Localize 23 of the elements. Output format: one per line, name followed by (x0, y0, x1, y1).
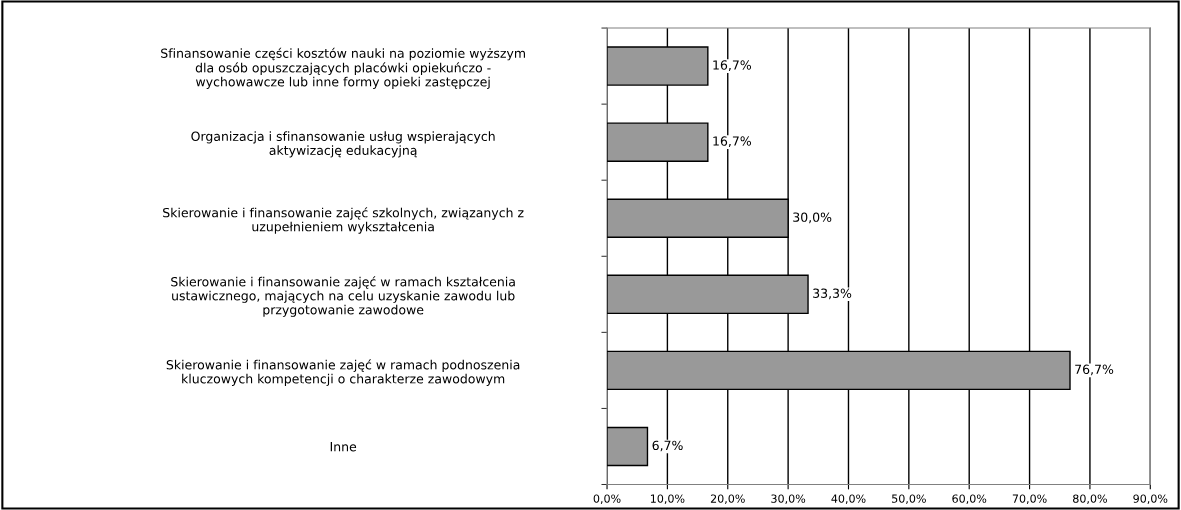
x-tick-label: 30,0% (771, 494, 806, 504)
y-tick-label: Skierowanie i finansowanie zajęć w ramach kształcenia ustawicznego, mających na celu uzyskanie zawodu lub przygotowanie zawodowe (171, 276, 515, 317)
x-tick-label: 70,0% (1012, 494, 1047, 504)
y-tick-label: Inne (330, 442, 357, 452)
x-tick-label: 50,0% (892, 494, 926, 504)
x-tick-label: 40,0% (831, 494, 866, 504)
y-tick-label: Skierowanie i finansowanie zajęć szkolnych, związanych z uzupełnieniem wykształcenia (163, 207, 524, 234)
data-label: 6,7% (652, 440, 683, 452)
y-tick-label: Sfinansowanie części kosztów nauki na poziomie wyższym dla osób opuszczających placówki opiekuńczo - wychowawcze lub inne formy opieki zastępczej (161, 47, 525, 89)
x-tick-label: 20,0% (710, 494, 745, 504)
y-tick-label: Organizacja i sfinansowanie usług wspierających aktywizację edukacyjną (191, 131, 495, 158)
x-tick-label: 60,0% (952, 494, 987, 504)
bar (607, 426, 649, 467)
x-tick-label: 90,0% (1133, 494, 1168, 504)
data-label: 33,3% (813, 288, 852, 300)
x-tick-label: 10,0% (650, 494, 685, 504)
x-tick-label: 0,0% (593, 494, 621, 504)
data-label: 30,0% (793, 212, 832, 224)
data-label: 16,7% (713, 60, 752, 71)
y-tick-label: Skierowanie i finansowanie zajęć w ramach podnoszenia kluczowych kompetencji o charakterze zawodowym (166, 359, 520, 386)
x-tick-label: 80,0% (1073, 494, 1107, 504)
data-label: 76,7% (1075, 364, 1114, 376)
data-label: 16,7% (713, 136, 752, 148)
